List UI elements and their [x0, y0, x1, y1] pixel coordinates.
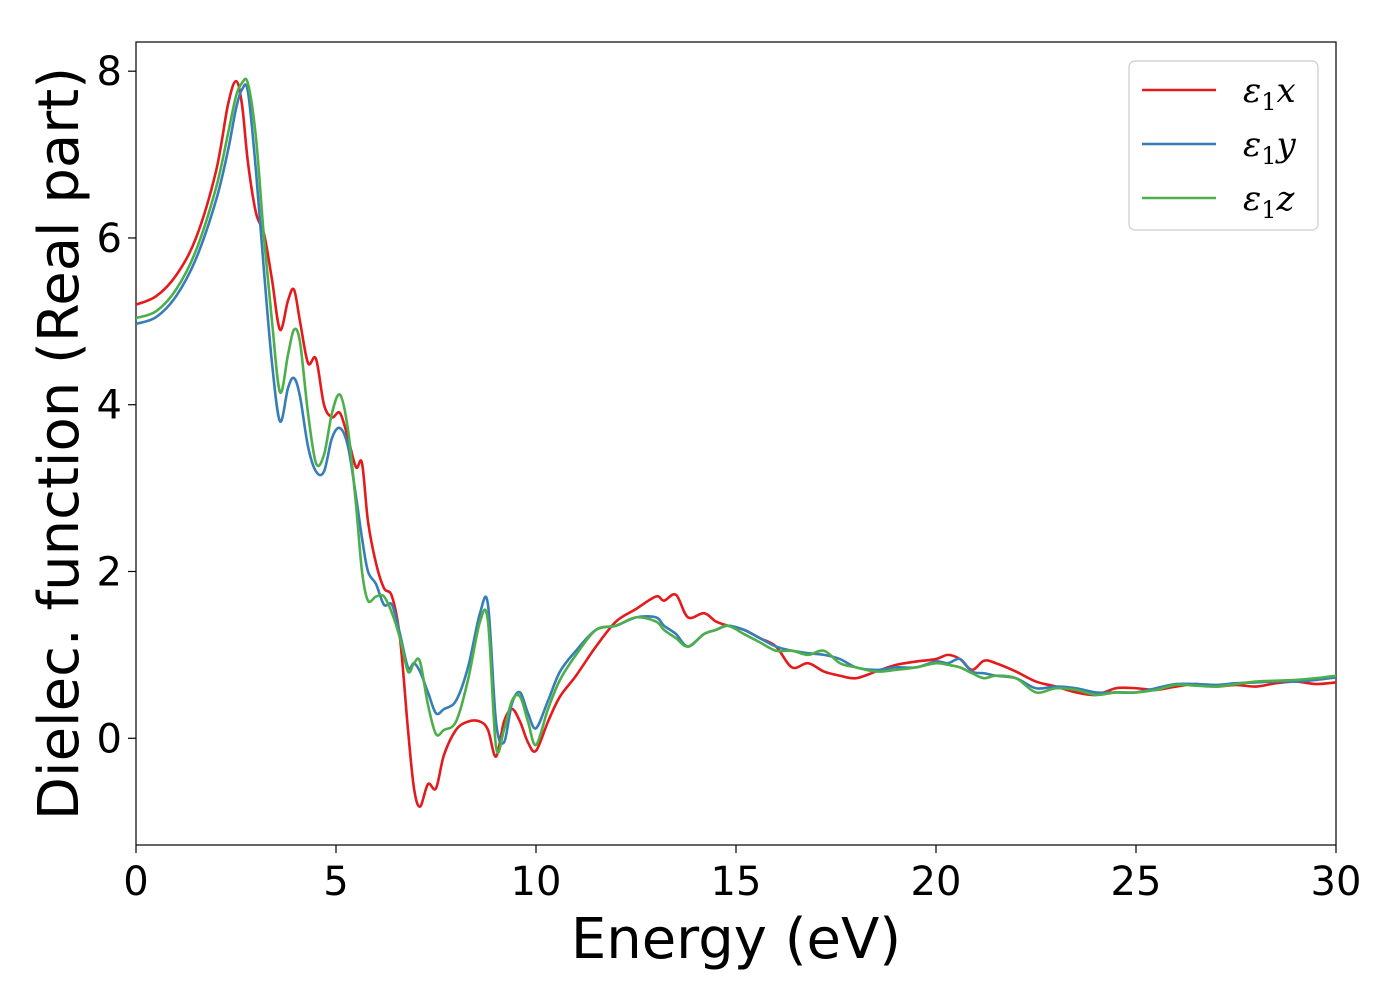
y-tick-label: 0 — [97, 716, 122, 762]
y-axis-title: Dielec. function (Real part) — [27, 67, 92, 820]
x-tick-label: 10 — [511, 859, 562, 905]
y-axis: 0 2 4 6 8 — [97, 49, 136, 762]
x-tick-label: 15 — [711, 859, 762, 905]
x-tick-label: 25 — [1111, 859, 1162, 905]
x-tick-label: 0 — [123, 859, 148, 905]
legend: ε1x ε1y ε1z — [1128, 60, 1319, 231]
legend-label-z: ε1z — [1243, 179, 1296, 224]
y-tick-label: 8 — [97, 49, 122, 95]
legend-label-x: ε1x — [1243, 71, 1296, 116]
series-layer — [136, 77, 1336, 808]
series-line-y — [136, 83, 1336, 745]
y-tick-label: 6 — [97, 216, 122, 262]
legend-box — [1128, 60, 1319, 231]
x-tick-label: 5 — [323, 859, 348, 905]
series-line-x — [136, 79, 1336, 808]
legend-label-y: ε1y — [1243, 125, 1297, 170]
y-tick-label: 2 — [97, 549, 122, 595]
x-axis-title: Energy (eV) — [571, 907, 901, 972]
y-tick-label: 4 — [97, 383, 122, 429]
x-tick-label: 30 — [1311, 859, 1362, 905]
x-tick-label: 20 — [911, 859, 962, 905]
x-axis: 0 5 10 15 20 25 30 — [123, 845, 1361, 905]
series-line-z — [136, 77, 1336, 754]
